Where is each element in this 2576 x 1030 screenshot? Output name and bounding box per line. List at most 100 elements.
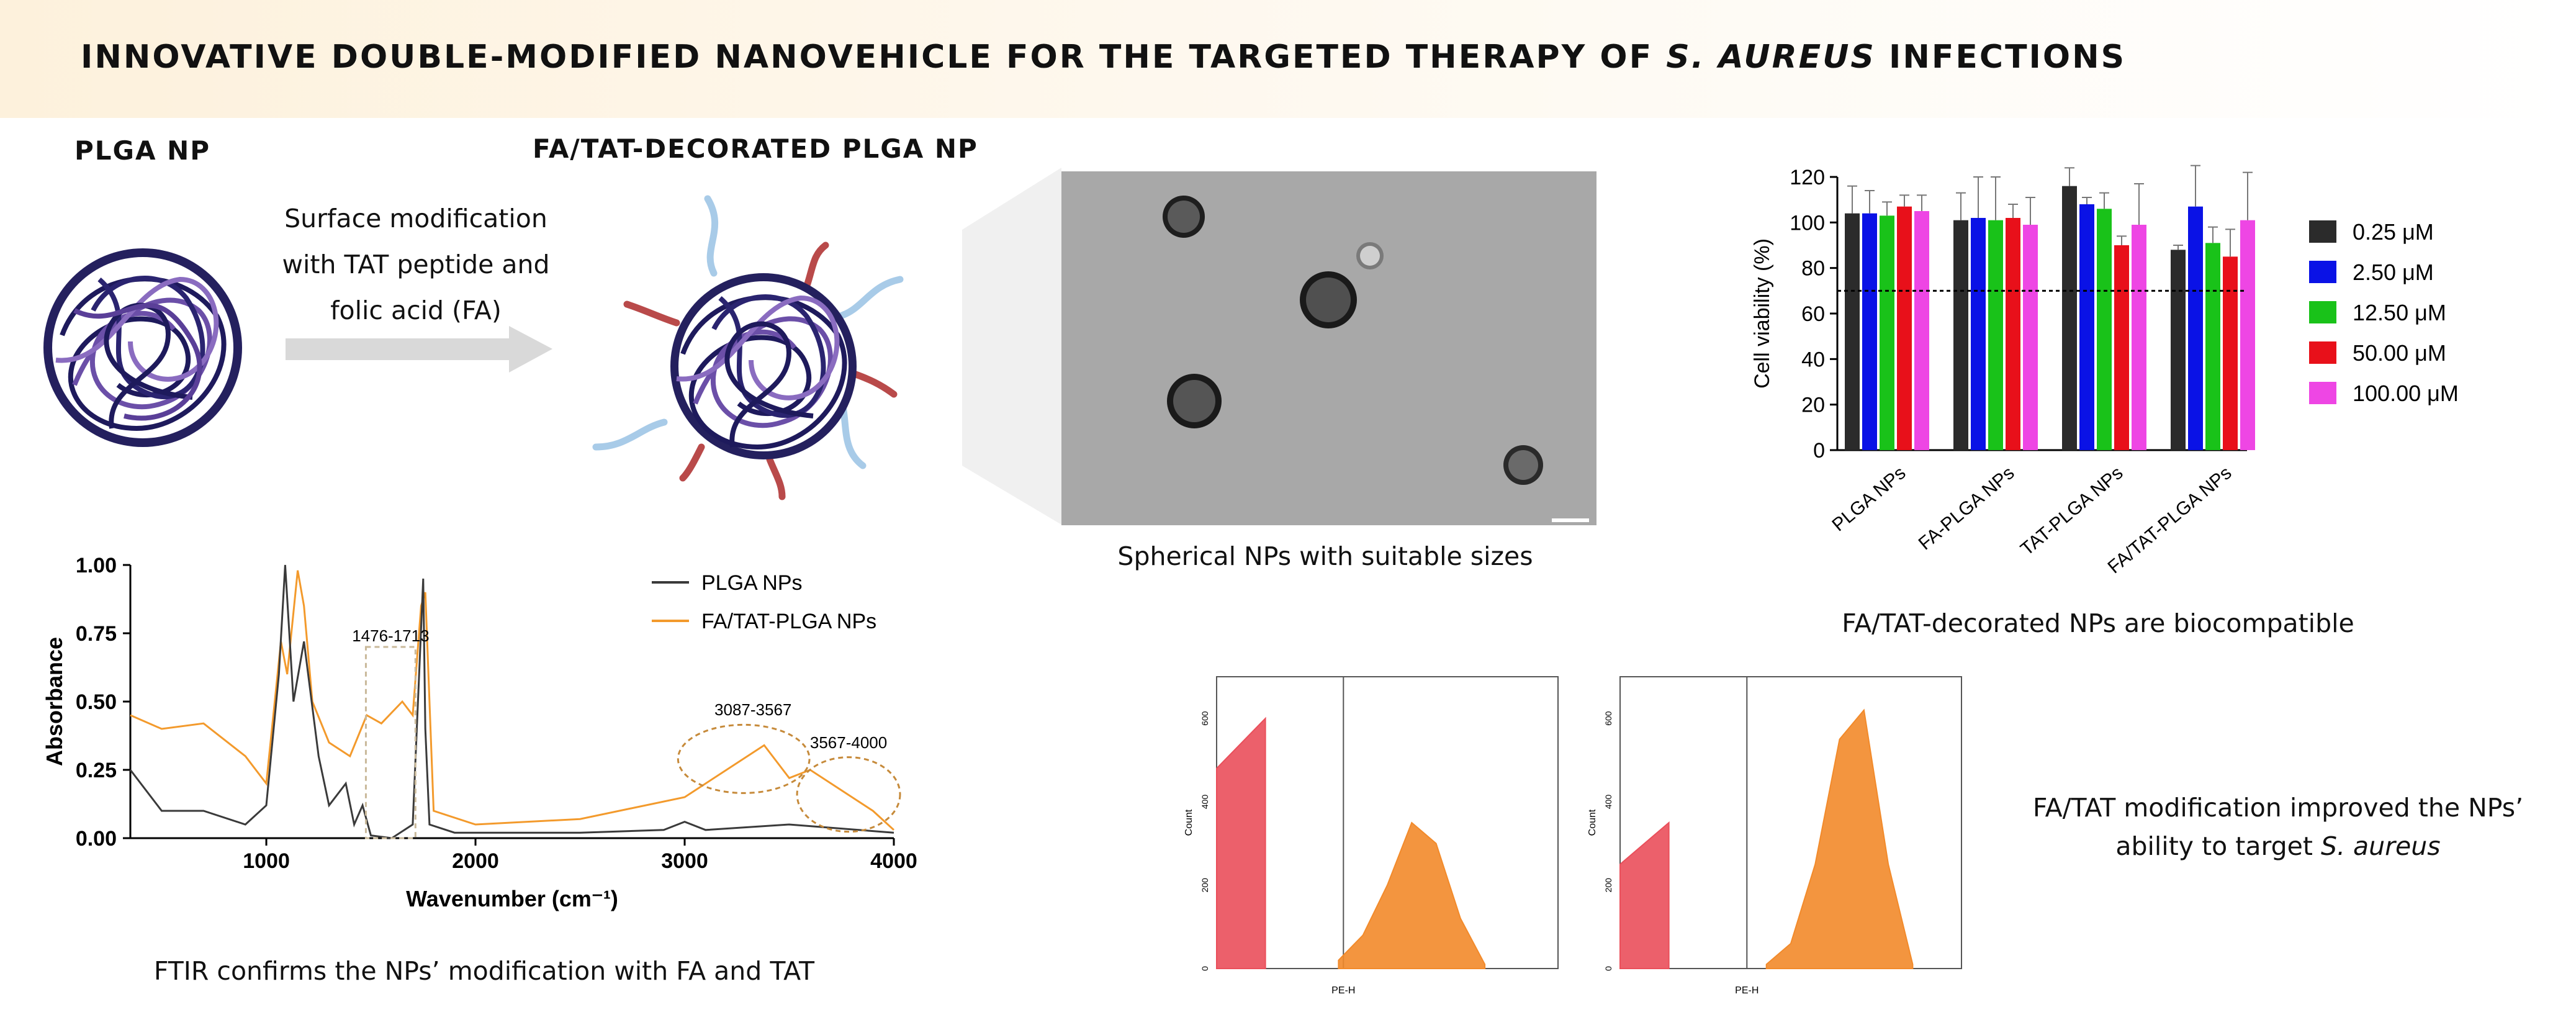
surface-modification-text: Surface modification with TAT peptide an… — [273, 196, 559, 333]
x-axis-label: PE-H — [1735, 985, 1759, 996]
legend-label: PLGA NPs — [701, 571, 803, 595]
bar — [1988, 220, 2003, 450]
annotation-box — [364, 646, 417, 839]
bar — [1845, 213, 1860, 450]
bar — [2171, 250, 2186, 450]
y-tick-label: 200 — [1603, 878, 1613, 893]
bar — [2006, 218, 2020, 450]
surface-modification-line-1: Surface modification — [284, 204, 547, 233]
flow-histogram-fatat: 0 200 400 600 Count PE-H — [1587, 676, 1962, 996]
ftir-caption: FTIR confirms the NPs’ modification with… — [153, 956, 815, 986]
legend-label: 0.25 μM — [2353, 219, 2434, 245]
legend-swatch — [2309, 301, 2336, 323]
x-axis-label: PE-H — [1331, 985, 1355, 996]
histogram-peak — [1338, 821, 1486, 969]
title-banner — [0, 0, 2576, 118]
plga-np-label: PLGA NP — [74, 135, 211, 166]
legend-label: FA/TAT-PLGA NPs — [701, 610, 876, 633]
legend-swatch — [2309, 341, 2336, 364]
bar — [2223, 256, 2238, 450]
y-tick-label: 0 — [1813, 439, 1825, 463]
legend-swatch — [2309, 382, 2336, 404]
y-tick-label: 600 — [1603, 711, 1613, 726]
x-tick-label: 1000 — [243, 849, 290, 873]
flow-caption-line-1: FA/TAT modification improved the NPs’ — [2032, 793, 2524, 823]
y-axis-label: Count — [1184, 809, 1194, 836]
histogram-peak — [1216, 716, 1266, 969]
x-tick-label: 2000 — [452, 849, 499, 873]
y-tick-label: 0.50 — [76, 690, 117, 714]
histogram-peak — [1619, 821, 1670, 969]
x-tick-label: 3000 — [661, 849, 708, 873]
bar — [1914, 211, 1929, 450]
y-tick-label: 80 — [1801, 257, 1825, 281]
surface-modification-line-3: folic acid (FA) — [330, 296, 502, 325]
annotation-label: 1476-1713 — [352, 626, 429, 645]
x-tick-label: 4000 — [870, 849, 917, 873]
series-line — [129, 564, 894, 839]
bar — [2132, 225, 2146, 450]
y-tick-label: 1.00 — [76, 554, 117, 577]
bar — [2062, 186, 2077, 450]
y-tick-label: 20 — [1801, 394, 1825, 417]
y-tick-label: 600 — [1200, 711, 1210, 726]
legend-label: 100.00 μM — [2353, 381, 2459, 406]
tem-caption: Spherical NPs with suitable sizes — [1117, 541, 1533, 571]
flow-histogram-plga: 0 200 400 600 Count PE-H — [1184, 676, 1559, 996]
plot-frame — [1619, 676, 1962, 969]
category-label: TAT-PLGA NPs — [2017, 463, 2127, 559]
annotation-label: 3087-3567 — [714, 700, 791, 719]
annotation-label: 3567-4000 — [810, 733, 887, 752]
bar — [2188, 206, 2203, 450]
legend-swatch — [2309, 261, 2336, 283]
cell-viability-chart: 0 20 40 60 80 100 120 Cell viability (%) PLGA NP… — [1750, 165, 2459, 577]
y-tick-label: 40 — [1801, 348, 1825, 371]
viability-caption: FA/TAT-decorated NPs are biocompatible — [1842, 608, 2354, 638]
legend-label: 50.00 μM — [2353, 340, 2446, 366]
y-tick-label: 120 — [1790, 166, 1825, 189]
modification-arrow-icon — [286, 326, 552, 373]
y-tick-label: 200 — [1200, 878, 1210, 893]
ftir-chart: 0.00 0.25 0.50 0.75 1.00 1000 2000 3000 4000 Wave… — [42, 554, 917, 911]
bar — [2114, 245, 2129, 450]
y-tick-label: 0 — [1603, 966, 1613, 971]
bar — [1880, 215, 1894, 450]
y-axis-label: Cell viability (%) — [1750, 238, 1774, 389]
annotation-ellipse — [677, 723, 811, 794]
legend-label: 2.50 μM — [2353, 260, 2434, 285]
flow-caption: FA/TAT modification improved the NPs’ ab… — [2011, 788, 2545, 865]
legend-label: 12.50 μM — [2353, 300, 2446, 325]
x-axis-label: Wavenumber (cm⁻¹) — [406, 886, 618, 911]
bar — [1897, 206, 1912, 450]
histogram-peak — [1765, 708, 1914, 969]
y-tick-label: 100 — [1790, 211, 1825, 235]
annotation-ellipse — [796, 756, 901, 833]
y-tick-label: 60 — [1801, 302, 1825, 326]
y-tick-label: 0.00 — [76, 827, 117, 851]
bar — [1971, 218, 1986, 450]
decorated-np-label: FA/TAT-DECORATED PLGA NP — [533, 133, 978, 164]
tem-image — [962, 168, 1596, 525]
y-axis-label: Count — [1587, 809, 1598, 836]
y-tick-label: 0.75 — [76, 622, 117, 646]
plga-np-illustration — [43, 248, 242, 447]
y-tick-label: 0 — [1200, 966, 1210, 971]
bar — [2240, 220, 2255, 450]
bar — [1953, 220, 1968, 450]
bar — [2097, 209, 2112, 450]
surface-modification-line-2: with TAT peptide and — [282, 250, 550, 279]
category-label: FA-PLGA NPs — [1915, 463, 2019, 554]
y-tick-label: 0.25 — [76, 759, 117, 782]
bar — [2205, 243, 2220, 450]
category-label: PLGA NPs — [1828, 463, 1909, 535]
y-axis-label: Absorbance — [42, 637, 67, 766]
decorated-np-illustration — [592, 195, 904, 500]
flow-caption-line-2: ability to target S. aureus — [2115, 831, 2441, 861]
bar — [1862, 213, 1877, 450]
y-tick-label: 400 — [1200, 795, 1210, 810]
y-tick-label: 400 — [1603, 795, 1613, 810]
bar — [2079, 204, 2094, 450]
page-title: INNOVATIVE DOUBLE-MODIFIED NANOVEHICLE F… — [81, 38, 2127, 76]
bar — [2023, 225, 2038, 450]
legend-swatch — [2309, 220, 2336, 243]
